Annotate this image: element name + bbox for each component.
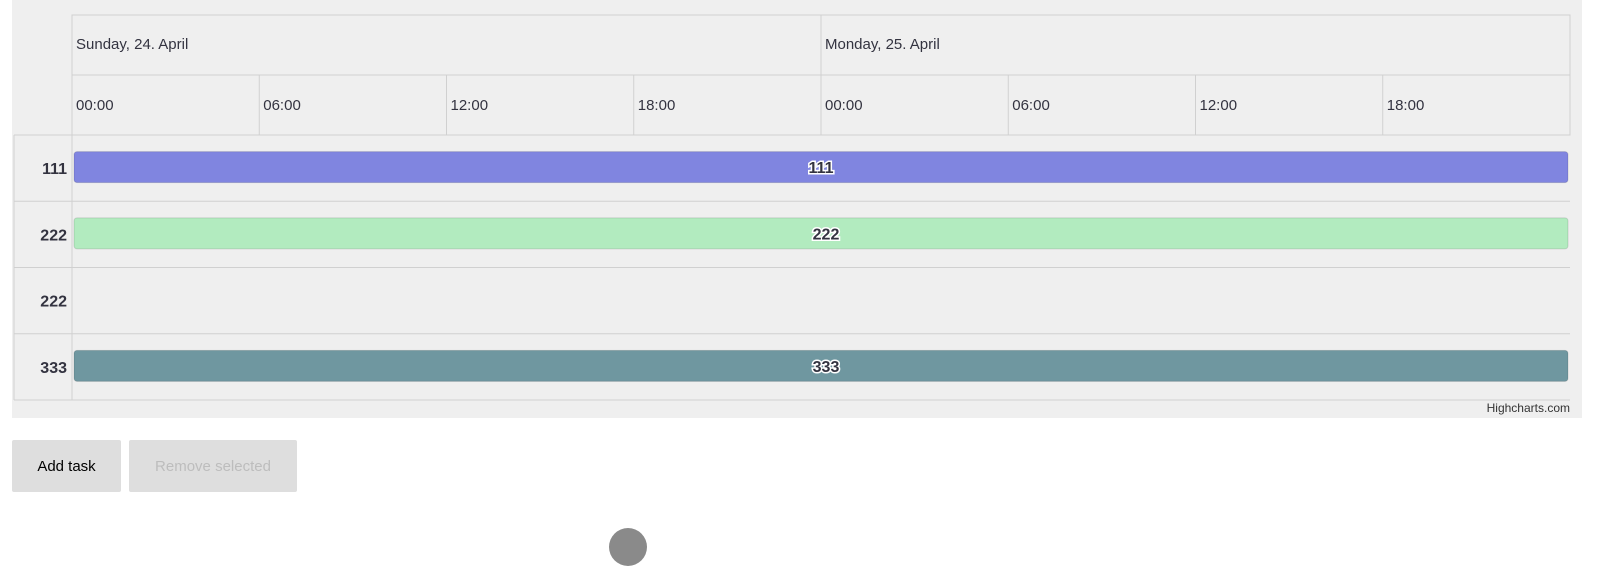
row-label: 222 bbox=[40, 294, 67, 311]
task-bar[interactable] bbox=[73, 151, 1569, 184]
day-label: Sunday, 24. April bbox=[76, 36, 188, 53]
tick-label: 12:00 bbox=[451, 97, 489, 114]
task-label: 333 bbox=[813, 359, 840, 376]
tick-label: 18:00 bbox=[1387, 97, 1425, 114]
day-label: Monday, 25. April bbox=[825, 36, 940, 53]
floating-circle bbox=[609, 528, 647, 566]
tick-label: 18:00 bbox=[638, 97, 676, 114]
add-task-button[interactable]: Add task bbox=[12, 440, 121, 492]
task-bar[interactable] bbox=[73, 217, 1569, 250]
tick-label: 12:00 bbox=[1200, 97, 1238, 114]
task-bar[interactable] bbox=[73, 349, 1569, 382]
tick-label: 00:00 bbox=[76, 97, 114, 114]
tick-label: 06:00 bbox=[263, 97, 301, 114]
remove-selected-button[interactable]: Remove selected bbox=[129, 440, 297, 492]
tick-label: 06:00 bbox=[1012, 97, 1050, 114]
row-label: 111 bbox=[42, 161, 67, 178]
gantt-chart: Sunday, 24. April Monday, 25. April 00:00 0… bbox=[12, 0, 1582, 418]
credits-link[interactable]: Highcharts.com bbox=[1487, 401, 1570, 415]
task-label: 111 bbox=[809, 160, 834, 177]
row-label: 222 bbox=[40, 227, 67, 244]
row-label: 333 bbox=[40, 360, 67, 377]
gantt-svg: Sunday, 24. April Monday, 25. April 00:00 0… bbox=[13, 14, 1571, 415]
tick-label: 00:00 bbox=[825, 97, 863, 114]
task-label: 222 bbox=[813, 226, 840, 243]
